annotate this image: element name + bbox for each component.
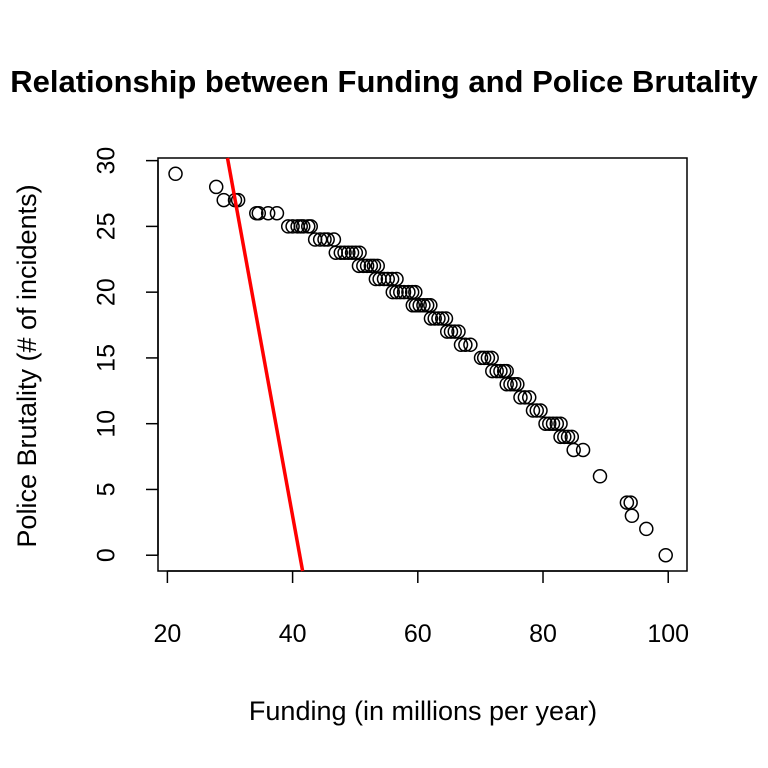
- data-point: [337, 245, 352, 260]
- data-point: [408, 298, 424, 313]
- data-point: [542, 416, 557, 431]
- data-point: [431, 311, 446, 326]
- data-point: [557, 429, 572, 445]
- data-point: [485, 363, 500, 379]
- data-point: [434, 311, 450, 326]
- y-tick-label: 0: [93, 548, 121, 562]
- data-point: [545, 416, 561, 431]
- data-point: [380, 271, 396, 287]
- data-point: [389, 284, 404, 300]
- data-point: [230, 192, 246, 208]
- data-point: [476, 350, 492, 366]
- x-axis-label: Funding (in millions per year): [249, 696, 597, 726]
- data-point: [560, 429, 576, 445]
- data-point: [489, 363, 504, 379]
- data-point: [333, 245, 349, 260]
- data-point: [619, 495, 635, 510]
- data-point: [168, 166, 183, 182]
- data-point: [510, 376, 525, 392]
- x-tick-label: 100: [647, 620, 689, 648]
- data-point: [341, 245, 356, 260]
- data-point: [566, 442, 581, 458]
- data-point: [423, 311, 439, 326]
- y-tick-label: 10: [93, 410, 121, 438]
- data-point: [575, 442, 591, 458]
- data-point: [525, 403, 541, 418]
- data-point: [412, 298, 427, 313]
- data-point: [592, 469, 608, 484]
- data-point: [396, 284, 412, 300]
- data-point: [513, 390, 528, 405]
- y-tick-label: 20: [93, 278, 121, 306]
- data-points: [168, 166, 673, 563]
- x-tick-label: 60: [404, 620, 432, 648]
- x-tick-label: 20: [153, 620, 181, 648]
- data-point: [480, 350, 496, 366]
- data-point: [453, 337, 469, 353]
- y-tick-label: 25: [93, 212, 121, 240]
- data-point: [344, 245, 360, 260]
- data-point: [356, 258, 371, 274]
- data-point: [285, 219, 300, 234]
- x-axis: 20 40 60 80 100: [153, 570, 689, 648]
- data-point: [538, 416, 553, 431]
- data-point: [427, 311, 442, 326]
- data-point: [624, 508, 640, 524]
- data-point: [216, 192, 231, 208]
- data-point: [401, 284, 416, 300]
- y-tick-label: 5: [93, 482, 121, 496]
- data-point: [443, 324, 459, 339]
- data-point: [359, 258, 375, 274]
- data-point: [639, 521, 654, 537]
- y-tick-label: 30: [93, 147, 121, 175]
- data-point: [463, 337, 478, 353]
- y-axis: 0 5 10 15 20 25 30: [93, 147, 159, 562]
- y-axis-label: Police Brutality (# of incidents): [12, 184, 42, 547]
- data-point: [517, 390, 533, 405]
- chart-title: Relationship between Funding and Police …: [10, 64, 758, 99]
- x-tick-label: 80: [529, 620, 557, 648]
- data-point: [521, 390, 537, 405]
- data-point: [295, 219, 311, 234]
- data-point: [533, 403, 548, 418]
- data-point: [320, 232, 335, 247]
- data-point: [529, 403, 545, 418]
- data-point: [499, 376, 514, 392]
- data-point: [269, 205, 285, 221]
- data-point: [493, 363, 508, 379]
- data-point: [393, 284, 408, 300]
- data-point: [351, 258, 367, 274]
- data-point: [458, 337, 473, 353]
- data-point: [303, 219, 319, 234]
- data-point: [416, 298, 431, 313]
- data-point: [553, 429, 568, 445]
- data-point: [658, 547, 673, 563]
- data-point: [348, 245, 364, 260]
- fit-line-group: [225, 157, 305, 572]
- data-point: [447, 324, 462, 339]
- y-tick-label: 15: [93, 344, 121, 372]
- data-point: [549, 416, 565, 431]
- data-point: [439, 324, 455, 339]
- data-point: [312, 232, 328, 247]
- data-point: [385, 284, 401, 300]
- data-point: [368, 271, 384, 287]
- data-point: [208, 179, 224, 195]
- data-point: [503, 376, 518, 392]
- data-point: [251, 205, 267, 221]
- x-tick-label: 40: [279, 620, 307, 648]
- fit-line: [225, 157, 305, 572]
- data-point: [260, 205, 276, 221]
